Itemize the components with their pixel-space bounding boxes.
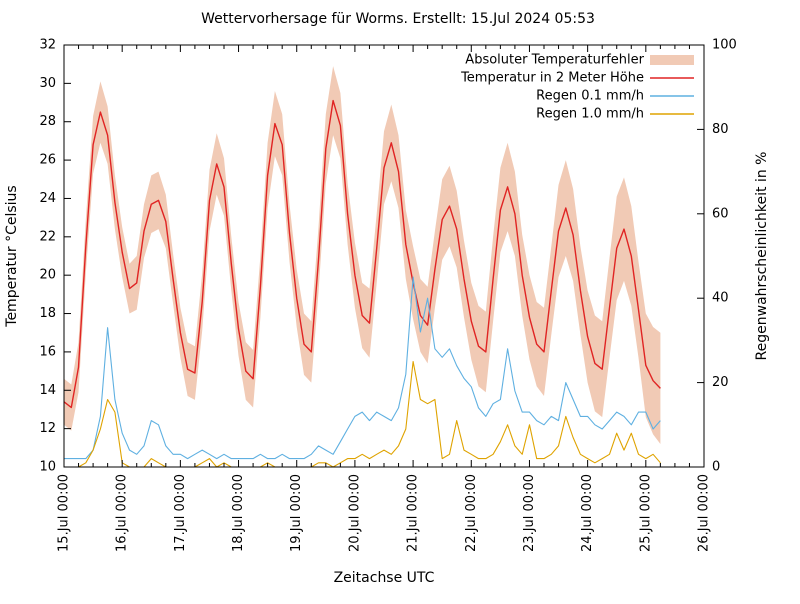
chart-title: Wettervorhersage für Worms. Erstellt: 15… [201,11,595,27]
y-tick-label: 24 [39,191,56,206]
y-tick-label: 14 [39,383,56,398]
y-tick-label: 32 [39,38,56,53]
y2-tick-label: 60 [712,206,729,221]
y-tick-label: 12 [39,421,56,436]
x-tick-label: 22.Jul 00:00 [464,474,479,552]
y-tick-label: 26 [39,153,56,168]
temperature-error-band-group [64,66,661,444]
rain-10-line [64,360,661,468]
x-tick-label: 21.Jul 00:00 [406,474,421,552]
y-tick-label: 22 [39,229,56,244]
x-tick-label: 15.Jul 00:00 [57,474,72,552]
legend: Absoluter Temperaturfehler Temperatur in … [460,53,694,122]
legend-label: Regen 1.0 mm/h [536,107,644,122]
x-axis-label: Zeitachse UTC [334,570,435,586]
legend-label: Temperatur in 2 Meter Höhe [460,71,644,86]
x-tick-label: 18.Jul 00:00 [231,474,246,552]
y2-tick-labels: 0 20 40 60 80 100 [712,38,737,475]
plot-frame-and-ticks [63,44,705,468]
x-tick-label: 16.Jul 00:00 [115,474,130,552]
x-tick-label: 19.Jul 00:00 [289,474,304,552]
legend-band-swatch [650,55,694,65]
x-tick-label: 24.Jul 00:00 [580,474,595,552]
legend-label: Regen 0.1 mm/h [536,89,644,104]
x-tick-label: 26.Jul 00:00 [697,474,712,552]
y-tick-label: 20 [39,268,56,283]
rain-01-line [64,276,661,460]
y-tick-label: 30 [39,76,56,91]
x-tick-label: 23.Jul 00:00 [522,474,537,552]
y2-tick-label: 20 [712,375,729,390]
x-tick-label: 25.Jul 00:00 [638,474,653,552]
y2-tick-label: 100 [712,38,737,53]
y-tick-label: 18 [39,306,56,321]
temperature-error-band [64,66,661,444]
y-tick-labels: 10 12 14 16 18 20 22 24 26 28 30 32 [39,38,56,475]
y-axis-label: Temperatur °Celsius [4,185,20,327]
temperature-line [63,99,661,409]
x-tick-labels: 15.Jul 00:00 16.Jul 00:00 17.Jul 00:00 18.J… [57,474,712,552]
y2-tick-label: 40 [712,291,729,306]
x-tick-label: 20.Jul 00:00 [347,474,362,552]
y-tick-label: 10 [39,460,56,475]
y2-tick-label: 0 [712,460,720,475]
legend-label: Absoluter Temperaturfehler [465,53,644,68]
y-tick-label: 28 [39,114,56,129]
y2-axis-label: Regenwahrscheinlichkeit in % [754,152,770,361]
y-tick-label: 16 [39,344,56,359]
x-tick-label: 17.Jul 00:00 [173,474,188,552]
series-lines-group [63,99,661,468]
y2-tick-label: 80 [712,122,729,137]
